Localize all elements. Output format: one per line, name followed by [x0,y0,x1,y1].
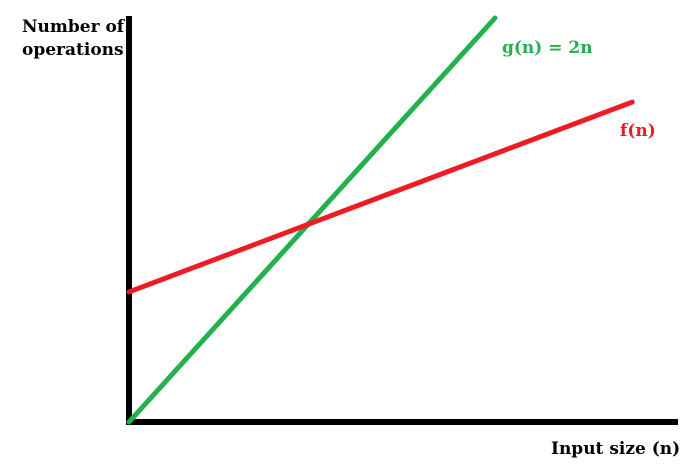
y-axis-label-line-2: operations [22,40,124,60]
series-label-f: f(n) [620,121,656,141]
series-label-g: g(n) = 2n [502,38,593,58]
y-axis-label-line-1: Number of [22,17,126,37]
series-line-f [126,99,635,295]
series-line-g [126,15,498,425]
series-layer: g(n) = 2n f(n) [126,15,656,425]
x-axis-label: Input size (n) [551,439,680,459]
